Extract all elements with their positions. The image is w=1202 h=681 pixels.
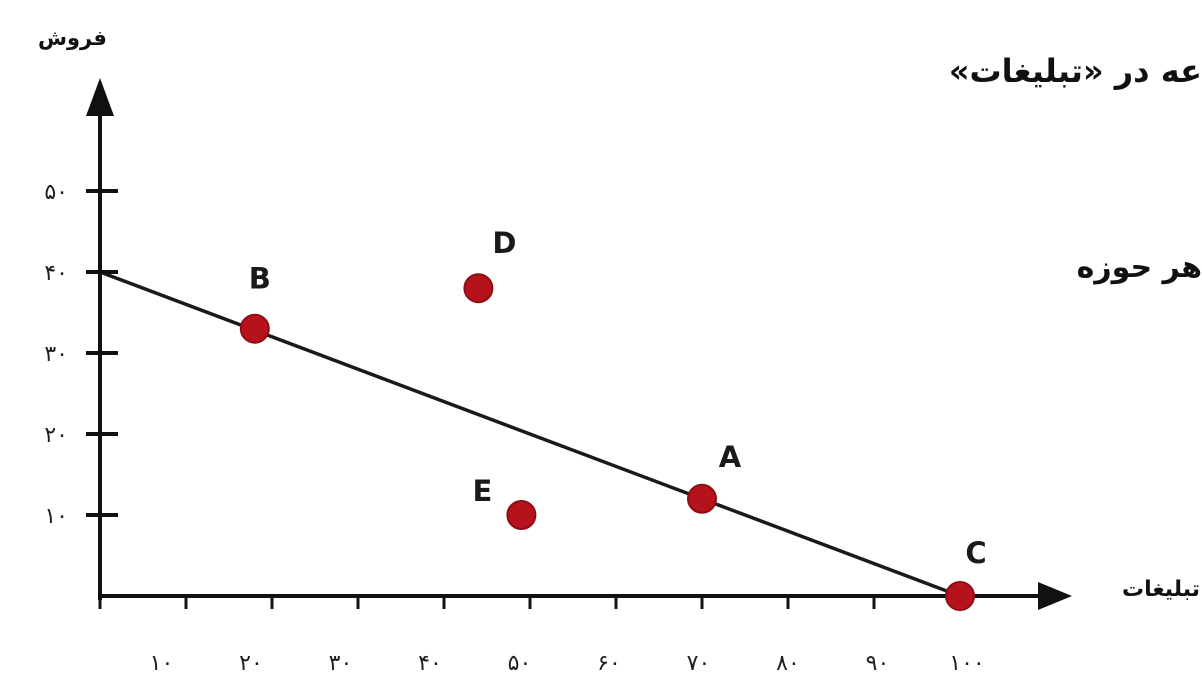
- point-label-D: D: [492, 226, 516, 260]
- y-axis-label: فروش: [38, 26, 107, 50]
- x-tick-label: ۴۰: [418, 651, 442, 676]
- point-label-B: B: [249, 262, 271, 296]
- point-E: [507, 501, 535, 529]
- subheading-fragment: هر حوزه: [1077, 250, 1202, 285]
- x-axis-ticks: ۱۰ ۲۰ ۳۰ ۴۰ ۵۰ ۶۰ ۷۰ ۸۰ ۹۰ ۱۰۰: [150, 596, 985, 676]
- x-tick-label: ۱۰۰: [949, 651, 984, 676]
- y-tick-label: ۲۰: [44, 423, 68, 448]
- point-A: [688, 485, 716, 513]
- point-label-E: E: [472, 474, 492, 508]
- y-tick-label: ۱۰: [44, 504, 68, 529]
- x-tick-label: ۵۰: [508, 651, 532, 676]
- x-tick-label: ۱۰: [150, 651, 174, 676]
- point-B: [241, 315, 269, 343]
- x-tick-label: ۹۰: [866, 651, 890, 676]
- y-axis-arrow: [86, 78, 114, 116]
- y-tick-label: ۳۰: [44, 342, 68, 367]
- x-tick-label: ۸۰: [776, 651, 800, 676]
- frontier-line: [100, 272, 960, 596]
- x-tick-label: ۲۰: [239, 651, 263, 676]
- x-tick-label: ۳۰: [329, 651, 353, 676]
- frontier-line-group: [100, 272, 960, 596]
- heading-fragment: عه در «تبلیغات»: [949, 52, 1202, 90]
- x-tick-label: ۷۰: [687, 651, 711, 676]
- point-label-C: C: [965, 536, 986, 570]
- x-axis-label: تبلیغات: [1122, 577, 1200, 602]
- y-tick-label: ۴۰: [44, 261, 68, 286]
- x-axis-arrow: [1038, 582, 1072, 610]
- data-points: A B C D E: [241, 226, 987, 610]
- point-label-A: A: [719, 440, 742, 474]
- point-C: [946, 582, 974, 610]
- x-tick-label: ۶۰: [597, 651, 621, 676]
- y-tick-label: ۵۰: [44, 180, 68, 205]
- point-D: [464, 274, 492, 302]
- y-axis-ticks: ۱۰ ۲۰ ۳۰ ۴۰ ۵۰: [44, 180, 118, 529]
- axes: [86, 78, 1072, 610]
